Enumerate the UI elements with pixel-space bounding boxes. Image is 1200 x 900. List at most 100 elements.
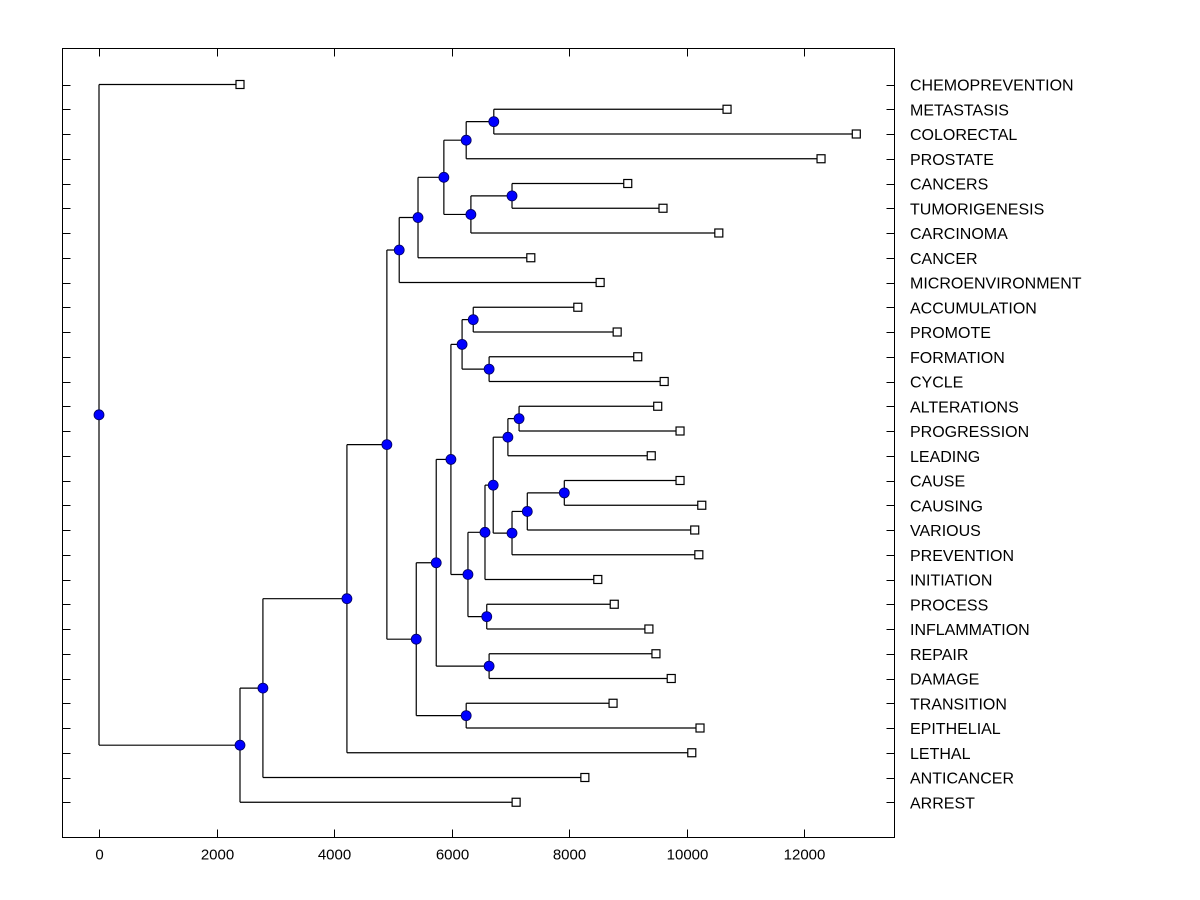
cluster-node [234,739,246,751]
leaf-label: VARIOUS [910,523,981,540]
leaf-marker [623,178,633,189]
leaf-marker [666,673,676,684]
cluster-nodes [93,116,570,751]
leaf-marker [690,525,700,535]
leaf-marker [595,277,605,288]
leaf-label: ANTICANCER [910,771,1014,788]
leaf-marker [609,599,619,609]
leaf-label: INFLAMMATION [910,622,1030,639]
cluster-node [521,506,533,517]
cluster-node [93,409,105,421]
dendrogram-links [98,83,857,803]
leaf-label: PROGRESSION [910,424,1029,441]
cluster-node [410,633,422,645]
cluster-node [506,190,518,202]
leaf-marker [580,772,590,783]
leaf-marker [816,154,826,164]
leaf-marker [697,500,707,510]
leaf-marker [675,475,685,486]
leaf-labels: CHEMOPREVENTION METASTASIS COLORECTAL PROST… [910,78,1082,813]
leaf-marker [694,550,704,560]
leaf-marker [651,649,661,659]
cluster-node [487,479,499,491]
leaf-label: CARCINOMA [910,226,1008,243]
leaf-label: DAMAGE [910,672,979,689]
leaf-marker [695,723,705,733]
leaf-label: PROMOTE [910,325,991,342]
leaf-label: MICROENVIRONMENT [910,276,1082,293]
leaf-label: TUMORIGENESIS [910,201,1044,218]
cluster-node [257,682,269,694]
cluster-node [483,660,495,672]
cluster-node [445,454,457,465]
leaf-marker [646,451,656,461]
leaf-label: INITIATION [910,573,992,590]
cluster-node [467,314,479,326]
leaf-marker [714,228,724,238]
cluster-node [456,338,468,350]
leaf-marker [612,327,622,337]
leaf-label: COLORECTAL [910,127,1017,144]
leaf-marker [644,624,654,634]
cluster-node [438,171,450,183]
leaf-marker [687,748,697,758]
x-tick-label: 12000 [784,847,826,864]
x-tick-label: 8000 [553,847,586,864]
leaf-label: PROSTATE [910,152,994,169]
leaf-label: REPAIR [910,647,968,664]
leaf-label: PREVENTION [910,548,1014,565]
cluster-node [479,526,491,538]
cluster-node [462,569,474,580]
leaf-label: TRANSITION [910,696,1007,713]
leaf-label: LETHAL [910,746,971,763]
leaf-marker [722,104,732,114]
cluster-node [393,244,405,256]
cluster-node [381,439,393,451]
cluster-node [460,710,472,722]
cluster-node [488,116,500,128]
leaf-marker [633,352,643,362]
leaf-marker [851,129,861,139]
x-tick-label: 2000 [201,847,234,864]
cluster-node [460,134,472,146]
leaf-label: ALTERATIONS [910,399,1019,416]
leaf-label: CHEMOPREVENTION [910,78,1074,95]
leaf-label: FORMATION [910,350,1005,367]
cluster-node [341,593,353,605]
cluster-node [483,363,495,375]
leaf-label: CYCLE [910,375,963,392]
cluster-node [481,611,493,623]
leaf-marker [658,203,668,213]
cluster-node [430,557,442,569]
leaf-marker [593,574,603,585]
leaf-marker [573,302,583,312]
leaf-marker [526,253,536,263]
leaf-label: CANCERS [910,177,988,194]
leaf-label: METASTASIS [910,102,1009,119]
leaf-label: LEADING [910,449,980,466]
leaf-marker [659,376,669,387]
leaf-marker [235,79,245,90]
x-tick-label: 0 [95,847,103,864]
cluster-node [502,431,514,443]
leaf-label: ACCUMULATION [910,300,1037,317]
y-axis-ticks [62,85,895,803]
leaf-label: CAUSE [910,474,965,491]
cluster-node [513,413,525,425]
leaf-marker [675,426,685,436]
cluster-node [412,212,424,223]
cluster-node [506,527,518,539]
cluster-node [465,209,477,220]
leaf-marker [608,698,618,708]
x-axis: 0 2000 4000 6000 8000 10000 12000 [95,48,826,864]
x-tick-label: 4000 [318,847,351,864]
plot-frame [62,48,895,838]
leaf-marker [511,797,521,807]
cluster-node [558,487,570,499]
leaf-markers [235,79,861,807]
leaf-label: PROCESS [910,597,988,614]
x-tick-label: 6000 [436,847,469,864]
x-tick-label: 10000 [667,847,709,864]
leaf-label: CANCER [910,251,978,268]
